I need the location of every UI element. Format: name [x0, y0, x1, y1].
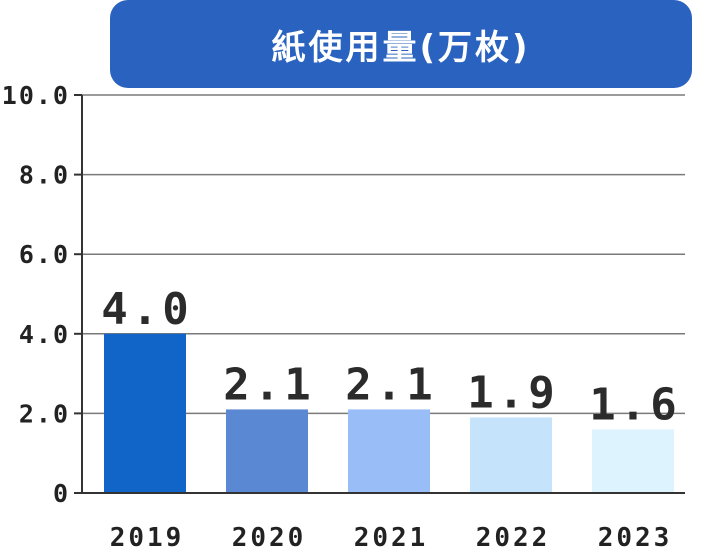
chart-title-banner: 紙使用量(万枚) — [110, 0, 692, 88]
chart-title: 紙使用量(万枚) — [271, 27, 531, 68]
bar — [226, 409, 308, 493]
bar — [592, 429, 674, 493]
y-tick-label: 4.0 — [19, 320, 70, 349]
x-tick-label: 2022 — [476, 523, 551, 553]
x-tick-label: 2019 — [110, 523, 185, 553]
data-label: 1.9 — [467, 367, 558, 418]
y-tick-label: 10.0 — [2, 81, 70, 110]
x-tick-label: 2021 — [354, 523, 429, 553]
x-tick-label: 2020 — [232, 523, 307, 553]
bar — [348, 409, 430, 493]
y-tick-label: 6.0 — [19, 240, 70, 269]
x-tick-label: 2023 — [598, 523, 673, 553]
bar — [104, 333, 186, 493]
data-label: 1.6 — [589, 379, 680, 430]
data-label: 4.0 — [101, 284, 192, 335]
data-label: 2.1 — [223, 359, 314, 410]
data-label: 2.1 — [345, 359, 436, 410]
y-tick-label: 2.0 — [19, 399, 70, 428]
bar — [470, 417, 552, 493]
y-tick-label: 8.0 — [19, 161, 70, 190]
y-tick-label: 0 — [53, 479, 70, 508]
